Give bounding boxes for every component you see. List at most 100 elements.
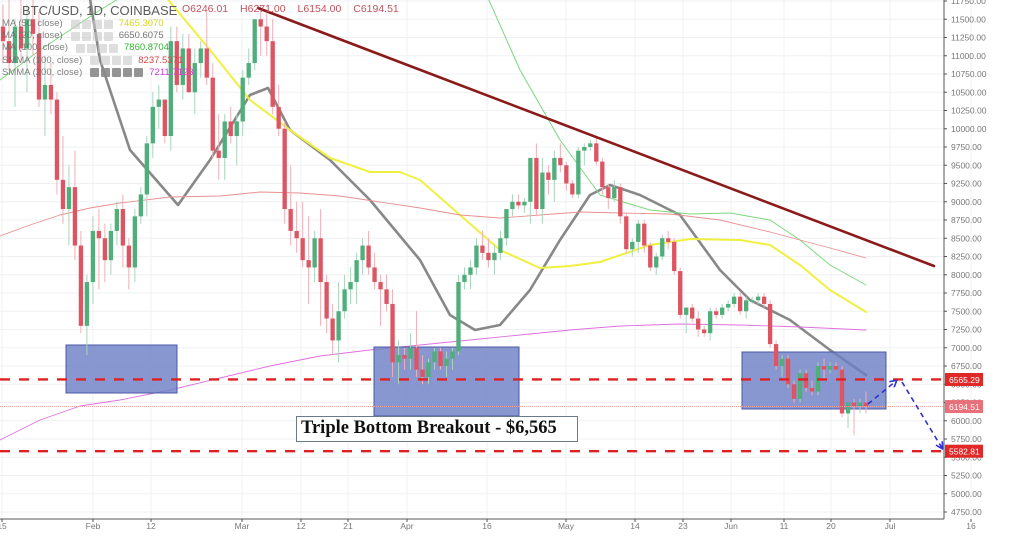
candle <box>737 296 743 312</box>
candle <box>648 245 653 268</box>
low-value: L6154.00 <box>297 3 342 15</box>
candle <box>150 106 155 144</box>
candle <box>180 48 185 85</box>
candle <box>462 274 467 283</box>
candle <box>282 128 287 210</box>
svg-text:8250.00: 8250.00 <box>951 252 982 262</box>
candle <box>372 267 377 283</box>
svg-text:11500.00: 11500.00 <box>951 14 986 24</box>
candle <box>78 245 84 326</box>
indicator-row[interactable]: SMMA (100, close) 8237.5371 <box>2 55 193 67</box>
candle <box>360 245 365 261</box>
candle <box>690 307 695 319</box>
indicator-row[interactable]: MA (50, close) 7465.3070 <box>2 18 193 30</box>
svg-text:8000.00: 8000.00 <box>951 270 982 280</box>
indicator-value: 7211.7123 <box>149 66 194 78</box>
svg-text:15: 15 <box>0 521 7 531</box>
candlesticks <box>0 0 869 436</box>
svg-text:20: 20 <box>826 521 836 531</box>
candle <box>318 238 323 283</box>
candle <box>510 201 515 210</box>
bottom-zone-box[interactable] <box>65 344 178 394</box>
price-label: 5582.81 <box>945 444 983 458</box>
candle <box>408 347 413 359</box>
candle <box>498 238 503 253</box>
indicator-value: 7465.3070 <box>118 18 164 30</box>
candle <box>522 201 527 206</box>
svg-text:9250.00: 9250.00 <box>951 179 982 189</box>
candle <box>612 187 617 199</box>
candle <box>402 355 407 359</box>
candle <box>791 384 797 399</box>
candle <box>36 33 42 100</box>
candle <box>342 289 347 312</box>
candle <box>444 358 449 366</box>
trendline[interactable] <box>256 6 936 268</box>
indicator-name: MA (20, close) <box>2 30 63 42</box>
candle <box>192 63 197 93</box>
candle <box>30 19 36 34</box>
candle <box>60 179 66 210</box>
candle <box>714 311 719 315</box>
candle <box>546 172 551 180</box>
candle <box>258 19 263 27</box>
candle <box>384 289 389 304</box>
candle <box>480 245 485 253</box>
svg-text:9500.00: 9500.00 <box>951 160 982 170</box>
candle <box>474 245 479 268</box>
candle <box>210 77 215 151</box>
indicator-value: 8237.5371 <box>138 54 184 66</box>
svg-text:7000.00: 7000.00 <box>951 343 982 353</box>
indicator-name: SMMA (200, close) <box>2 66 83 78</box>
svg-text:8500.00: 8500.00 <box>951 233 982 243</box>
candle <box>156 99 161 107</box>
candle <box>240 77 245 122</box>
projection-arrows <box>867 381 942 448</box>
indicator-controls[interactable] <box>70 31 113 41</box>
indicator-controls[interactable] <box>90 56 133 66</box>
indicator-row[interactable]: MA (100, close) 7860.8704 <box>2 42 193 54</box>
candle <box>432 351 437 363</box>
svg-text:12: 12 <box>146 521 156 531</box>
svg-text:Feb: Feb <box>86 521 101 531</box>
svg-text:6750.00: 6750.00 <box>951 361 982 371</box>
candle <box>821 366 827 370</box>
indicator-row[interactable]: MA (20, close) 6650.6075 <box>2 30 193 42</box>
svg-text:6565.29: 6565.29 <box>949 375 980 385</box>
candle <box>666 238 671 242</box>
symbol-title[interactable]: BTC/USD, 1D, COINBASE <box>22 2 178 18</box>
candle <box>492 252 497 261</box>
indicator-name: MA (50, close) <box>2 18 63 30</box>
indicator-row[interactable]: SMMA (200, close) 7211.7123 <box>2 67 193 79</box>
candle <box>606 187 611 199</box>
candle <box>12 26 18 64</box>
candle <box>24 19 30 49</box>
svg-text:10500.00: 10500.00 <box>951 87 987 97</box>
candle <box>330 318 335 341</box>
candle <box>42 84 48 100</box>
candle <box>174 41 179 85</box>
candle <box>642 223 647 246</box>
candle <box>696 318 701 330</box>
svg-text:11750.00: 11750.00 <box>951 0 986 6</box>
svg-text:23: 23 <box>678 521 688 531</box>
svg-text:6000.00: 6000.00 <box>951 416 982 426</box>
candle <box>324 282 329 319</box>
candle <box>540 172 545 210</box>
svg-text:9000.00: 9000.00 <box>951 197 982 207</box>
svg-text:8750.00: 8750.00 <box>951 215 982 225</box>
ma-line <box>88 0 868 377</box>
indicator-controls[interactable] <box>70 19 113 29</box>
candle <box>743 300 749 312</box>
svg-text:6194.51: 6194.51 <box>949 402 980 412</box>
candle <box>773 344 779 366</box>
candle <box>785 358 791 385</box>
svg-text:11250.00: 11250.00 <box>951 33 986 43</box>
indicator-controls[interactable] <box>90 68 144 78</box>
svg-text:7750.00: 7750.00 <box>951 288 982 298</box>
close-value: C6194.51 <box>353 3 399 15</box>
candle <box>516 201 521 206</box>
indicator-controls[interactable] <box>76 43 118 53</box>
